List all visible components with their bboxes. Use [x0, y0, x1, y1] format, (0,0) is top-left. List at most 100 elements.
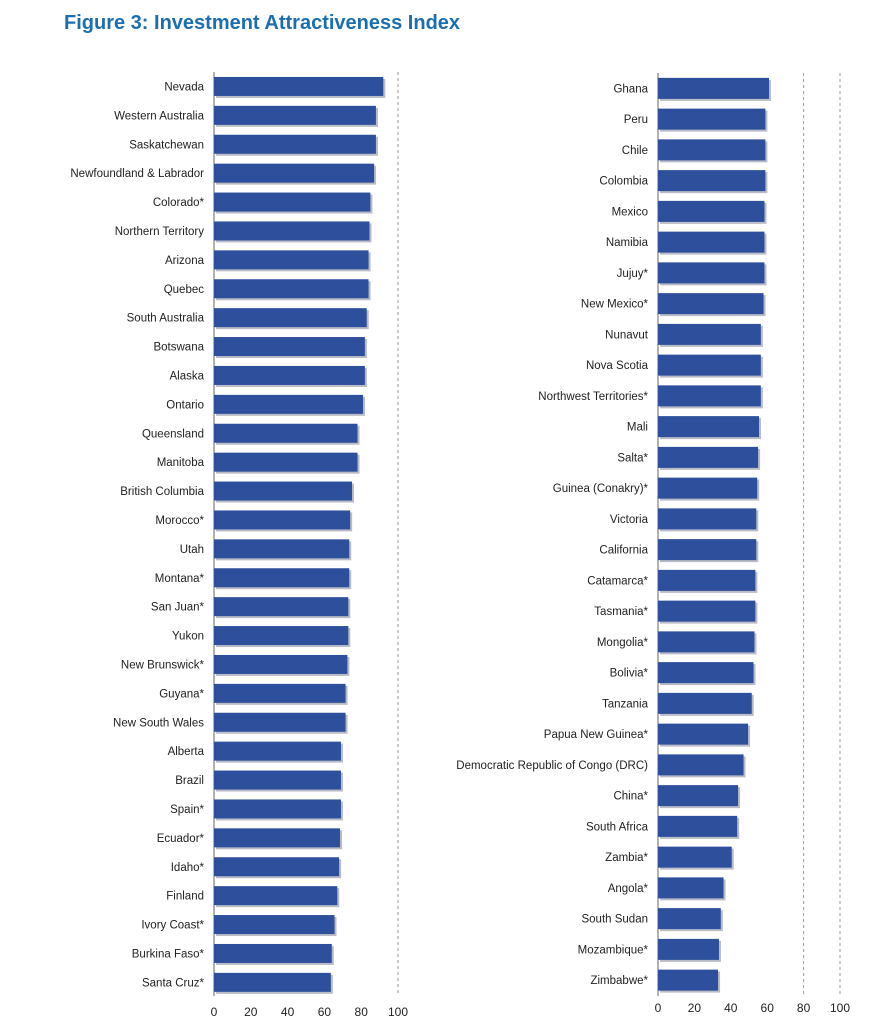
left-category-label: San Juan*	[151, 602, 205, 614]
left-bar	[214, 828, 341, 848]
left-bar	[214, 712, 346, 732]
right-category-label: Salta*	[617, 452, 648, 464]
left-bar	[214, 134, 376, 154]
right-category-label: Namibia	[606, 237, 649, 249]
left-category-label: Nevada	[164, 81, 204, 93]
left-category-label: Brazil	[175, 775, 204, 787]
right-bar	[658, 723, 749, 745]
left-category-label: Arizona	[165, 255, 205, 267]
right-bar	[658, 170, 766, 192]
left-category-label: Queensland	[142, 428, 204, 440]
left-category-label: Spain*	[170, 804, 204, 816]
right-x-tick-label: 40	[724, 1001, 738, 1015]
right-category-label: California	[599, 545, 648, 557]
left-bar	[214, 943, 332, 963]
left-category-label: Santa Cruz*	[142, 977, 205, 989]
right-category-label: Mali	[627, 422, 648, 434]
right-bar	[658, 508, 757, 530]
left-category-label: British Columbia	[120, 486, 204, 498]
right-category-label: Mozambique*	[578, 944, 649, 956]
right-category-label: Zambia*	[605, 852, 648, 864]
left-bar	[214, 394, 364, 414]
right-bar	[658, 354, 761, 376]
right-x-tick-label: 80	[797, 1001, 811, 1015]
right-bar	[658, 262, 765, 284]
left-bar-chart: Nevada Western Australia Saskatchewan Newfo…	[70, 72, 408, 1019]
right-category-label: Angola*	[608, 883, 649, 895]
left-bar	[214, 481, 352, 501]
right-bar	[658, 692, 752, 714]
right-x-tick-label: 20	[688, 1001, 702, 1015]
right-x-tick-label: 60	[761, 1001, 775, 1015]
left-category-label: New Brunswick*	[121, 659, 205, 671]
right-bar	[658, 477, 758, 499]
left-category-label: Alberta	[168, 746, 205, 758]
left-category-label: Manitoba	[157, 457, 205, 469]
left-category-label: Ivory Coast*	[141, 920, 204, 932]
right-category-label: Catamarca*	[587, 575, 648, 587]
right-bar	[658, 846, 732, 868]
left-x-tick-label: 40	[281, 1005, 295, 1019]
right-category-label: Nunavut	[605, 329, 649, 341]
left-bar	[214, 510, 351, 530]
right-bar	[658, 231, 765, 253]
right-bar	[658, 877, 724, 899]
left-category-label: Ontario	[166, 399, 204, 411]
left-category-label: Botswana	[153, 342, 204, 354]
left-category-label: Western Australia	[114, 110, 205, 122]
right-category-label: New Mexico*	[581, 299, 649, 311]
figure-title: Figure 3: Investment Attractiveness Inde…	[64, 12, 461, 34]
left-bar	[214, 76, 384, 96]
right-bar	[658, 785, 739, 807]
left-bar	[214, 626, 349, 646]
right-bar	[658, 969, 719, 991]
right-bar	[658, 938, 719, 960]
left-x-tick-label: 0	[211, 1005, 218, 1019]
right-category-label: Mexico	[612, 206, 648, 218]
right-category-label: Tasmania*	[594, 606, 648, 618]
left-bar	[214, 568, 350, 588]
left-bar	[214, 539, 350, 559]
left-x-tick-label: 60	[318, 1005, 332, 1019]
left-bar	[214, 915, 335, 935]
right-bar	[658, 293, 764, 315]
left-bar	[214, 279, 369, 299]
left-category-label: Morocco*	[155, 515, 204, 527]
right-x-tick-label: 100	[830, 1001, 850, 1015]
right-category-label: Northwest Territories*	[538, 391, 648, 403]
left-category-label: Colorado*	[153, 197, 205, 209]
right-category-label: Chile	[622, 145, 648, 157]
left-category-label: Yukon	[172, 631, 204, 643]
left-category-label: South Australia	[127, 313, 205, 325]
left-bar	[214, 163, 375, 183]
left-category-label: Saskatchewan	[129, 139, 204, 151]
right-x-tick-label: 0	[655, 1001, 662, 1015]
left-category-label: Montana*	[155, 573, 205, 585]
left-bar	[214, 105, 376, 125]
left-category-label: Finland	[166, 891, 204, 903]
right-bar	[658, 77, 770, 99]
left-bar	[214, 337, 365, 357]
right-bar	[658, 446, 759, 468]
left-category-label: Northern Territory	[115, 226, 205, 238]
left-category-label: New South Wales	[113, 717, 204, 729]
right-category-label: Guinea (Conakry)*	[553, 483, 649, 495]
right-bar	[658, 600, 756, 622]
right-bar	[658, 416, 760, 438]
left-bar	[214, 423, 358, 443]
left-bar	[214, 597, 349, 617]
right-bar	[658, 539, 757, 561]
left-x-tick-label: 100	[388, 1005, 408, 1019]
right-bar	[658, 200, 765, 222]
left-bar	[214, 972, 331, 992]
left-bar	[214, 770, 341, 790]
right-category-label: Bolivia*	[610, 668, 649, 680]
left-bar	[214, 308, 367, 328]
left-category-label: Idaho*	[171, 862, 205, 874]
left-category-label: Burkina Faso*	[132, 948, 205, 960]
right-category-label: Mongolia*	[597, 637, 649, 649]
right-bar	[658, 139, 766, 161]
right-bar	[658, 662, 754, 684]
left-bar	[214, 365, 365, 385]
